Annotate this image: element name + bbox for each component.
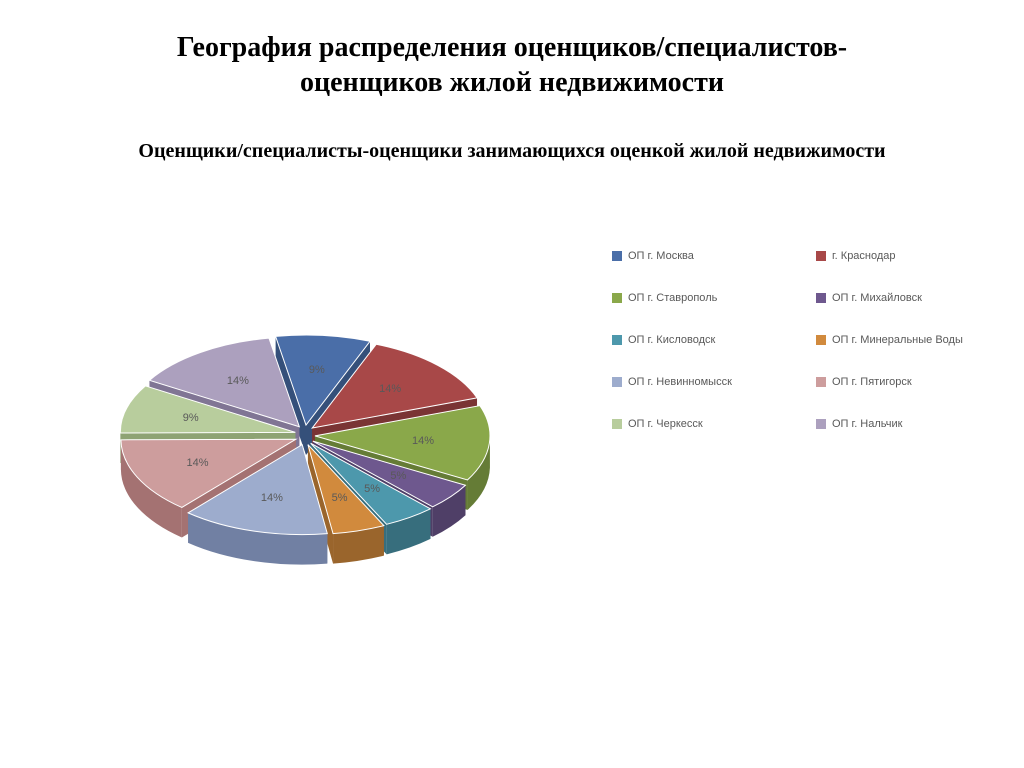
legend-swatch <box>816 335 826 345</box>
legend-item: ОП г. Михайловск <box>816 292 1012 304</box>
legend-label: ОП г. Минеральные Воды <box>832 334 963 346</box>
title-line-2: оценщиков жилой недвижимости <box>300 67 724 98</box>
chart-legend: ОП г. Москва г. Краснодар ОП г. Ставрополь… <box>612 250 1012 430</box>
page-title: География распределения оценщиков/специа… <box>0 0 1024 100</box>
legend-item: ОП г. Ставрополь <box>612 292 808 304</box>
legend-swatch <box>612 335 622 345</box>
legend-swatch <box>816 419 826 429</box>
legend-item: ОП г. Москва <box>612 250 808 262</box>
legend-item: ОП г. Нальчик <box>816 418 1012 430</box>
legend-item: ОП г. Черкесск <box>612 418 808 430</box>
chart-subtitle: Оценщики/специалисты-оценщики занимающих… <box>0 100 1024 163</box>
legend-item: ОП г. Минеральные Воды <box>816 334 1012 346</box>
legend-swatch <box>612 293 622 303</box>
title-line-1: География распределения оценщиков/специа… <box>177 32 847 63</box>
legend-label: ОП г. Кисловодск <box>628 334 715 346</box>
legend-swatch <box>612 377 622 387</box>
legend-item: ОП г. Невинномысск <box>612 376 808 388</box>
legend-label: ОП г. Нальчик <box>832 418 902 430</box>
legend-label: ОП г. Невинномысск <box>628 376 732 388</box>
legend-swatch <box>816 293 826 303</box>
legend-swatch <box>612 251 622 261</box>
legend-label: г. Краснодар <box>832 250 896 262</box>
legend-swatch <box>612 419 622 429</box>
legend-item: г. Краснодар <box>816 250 1012 262</box>
legend-item: ОП г. Кисловодск <box>612 334 808 346</box>
pie-chart: 9%14%14%5%5%5%14%14%9%14% ОП г. Москваг.… <box>0 250 1024 730</box>
legend-label: ОП г. Москва <box>628 250 694 262</box>
legend-item: ОП г. Пятигорск <box>816 376 1012 388</box>
legend-label: ОП г. Ставрополь <box>628 292 717 304</box>
legend-swatch <box>816 377 826 387</box>
legend-label: ОП г. Пятигорск <box>832 376 912 388</box>
legend-label: ОП г. Черкесск <box>628 418 703 430</box>
legend-swatch <box>816 251 826 261</box>
legend-label: ОП г. Михайловск <box>832 292 922 304</box>
